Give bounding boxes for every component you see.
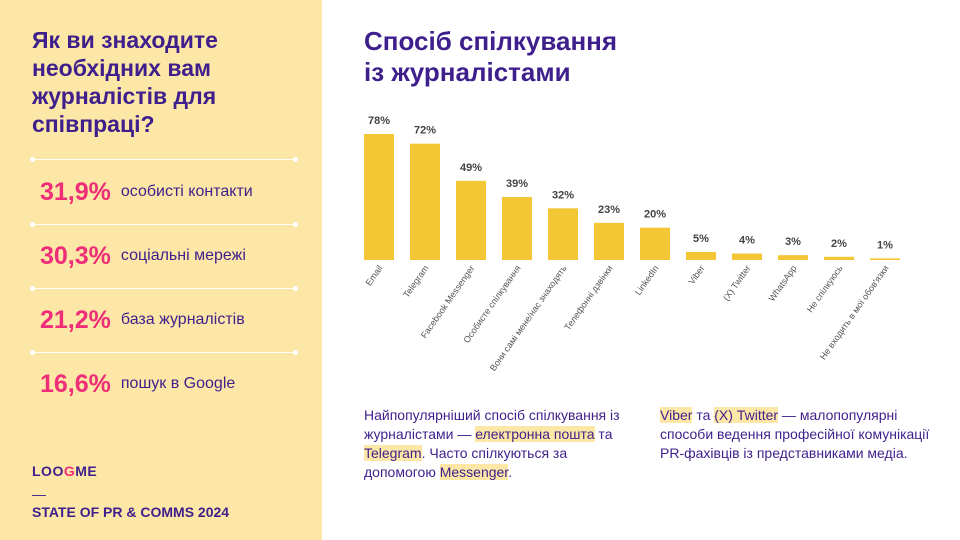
stat-row: 16,6% пошук в Google — [40, 369, 235, 399]
bar — [456, 180, 486, 260]
logo-part: ME — [75, 463, 98, 479]
note-text: та — [692, 407, 715, 423]
chart-title-line: Спосіб спілкування — [364, 26, 618, 56]
left-panel-title: Як ви знаходите необхідних вам журналіст… — [32, 27, 218, 137]
stat-label: особисті контакти — [120, 183, 253, 200]
category-label: Вони самі мене/нас знаходять — [488, 263, 569, 373]
bar-value-label: 4% — [739, 235, 755, 247]
category-label: Viber — [686, 263, 706, 286]
bar — [502, 197, 532, 260]
bar — [594, 222, 624, 260]
left-panel: Як ви знаходите необхідних вам журналіст… — [0, 0, 322, 540]
stat-row: 30,3% соціальні мережі — [40, 241, 246, 271]
note-left: Найпопулярніший спосіб спілкування із жу… — [364, 406, 624, 482]
divider — [30, 157, 298, 162]
bar-value-label: 32% — [552, 189, 574, 201]
stat-value: 21,2% — [40, 305, 111, 334]
bar-value-label: 2% — [831, 238, 847, 250]
bar-value-label: 20% — [644, 209, 666, 221]
category-label: Telegram — [401, 263, 430, 299]
category-label: (X) Twitter — [721, 263, 753, 302]
bar — [732, 253, 762, 260]
divider — [30, 286, 298, 291]
category-label: Email — [364, 263, 385, 287]
stat-label: пошук в Google — [120, 375, 236, 392]
stat-row: 21,2% база журналістів — [40, 305, 245, 335]
bar-value-label: 72% — [414, 125, 436, 137]
logo-part: LOO — [32, 463, 64, 479]
logo-part: G — [63, 463, 76, 479]
category-label: Телефонні дзвінки — [562, 263, 614, 332]
note-highlight: Telegram — [364, 445, 422, 461]
brand-logo: LOOGME — [32, 463, 97, 479]
bar-value-label: 49% — [460, 162, 482, 174]
note-highlight: (X) Twitter — [714, 407, 779, 423]
category-label: WhatsApp — [767, 263, 799, 303]
note-highlight: Viber — [660, 407, 693, 423]
bar — [686, 251, 716, 260]
bar — [548, 208, 578, 260]
bar-value-label: 5% — [693, 233, 709, 245]
bar-value-label: 1% — [877, 239, 893, 251]
bar — [640, 227, 670, 260]
brand-dash: — — [32, 486, 46, 502]
bar — [870, 258, 900, 260]
note-text: Найпопулярніший спосіб спілкування із жу… — [364, 407, 620, 442]
note-right: Viber та (X) Twitter — малопопулярні спо… — [660, 406, 930, 463]
bar-value-label: 23% — [598, 204, 620, 216]
bar — [778, 255, 808, 260]
divider — [30, 350, 298, 355]
chart-title-line: із журналістами — [364, 57, 571, 87]
stat-value: 30,3% — [40, 241, 111, 270]
bar — [364, 134, 394, 260]
stat-label: база журналістів — [120, 311, 245, 328]
stat-row: 31,9% особисті контакти — [40, 177, 253, 207]
chart-title: Спосіб спілкування із журналістами — [364, 26, 617, 88]
note-text: . — [508, 464, 513, 480]
bar-value-label: 3% — [785, 236, 801, 248]
category-label: Не спілкуюсь — [805, 263, 845, 314]
bar-value-label: 78% — [368, 115, 390, 127]
note-highlight: електронна пошта — [475, 426, 595, 442]
report-title: STATE OF PR & COMMS 2024 — [32, 504, 230, 520]
stat-label: соціальні мережі — [120, 247, 246, 264]
bar-value-label: 39% — [506, 178, 528, 190]
note-text: . Часто спілкуються за допомогою — [364, 445, 568, 480]
category-label: LinkedIn — [633, 263, 661, 297]
bar — [824, 256, 854, 260]
stat-value: 31,9% — [40, 177, 111, 206]
note-text: — малопопулярні способи ведення професій… — [660, 407, 930, 461]
note-highlight: Messenger — [439, 464, 509, 480]
divider — [30, 222, 298, 227]
stat-value: 16,6% — [40, 369, 111, 398]
note-text: та — [594, 426, 613, 442]
bar — [410, 143, 440, 260]
